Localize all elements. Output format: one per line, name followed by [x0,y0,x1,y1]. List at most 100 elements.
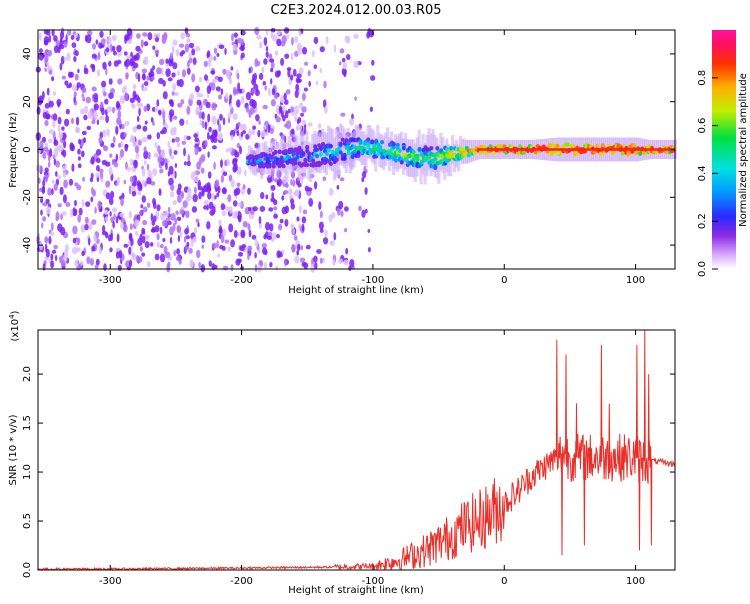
spectrogram-noise-dot [144,120,148,125]
spectrogram-noise-dot [163,245,168,255]
spectrogram-noise-dot [128,185,132,195]
spectrogram-ridge-point [307,151,312,156]
spectrogram-noise-dot [56,98,62,106]
spectrogram-noise-dot [119,148,125,158]
spectrogram-noise-dot [127,166,131,172]
spectrogram-noise-dot [252,206,258,212]
spectrogram-noise-dot [200,264,206,273]
spectrogram-noise-dot [296,216,300,222]
spectrogram-noise-dot [316,249,322,254]
spectrogram-noise-dot [154,49,160,55]
spectrogram-noise-dot [214,180,220,188]
spectrogram-noise-dot [301,46,308,55]
spectrogram-noise-dot [64,80,69,86]
spectrogram-noise-dot [234,210,239,218]
spectrogram-noise-dot [242,184,246,190]
spectrogram-noise-dot [252,73,255,82]
spectrogram-noise-dot [73,91,77,98]
spectrogram-ridge-halo [285,148,289,182]
spectrogram-noise-dot [74,259,79,268]
spectrogram-noise-dot [120,198,124,207]
spectrogram-noise-dot [68,82,72,88]
spectrogram-noise-dot [88,110,93,120]
spectrogram-noise-dot [370,75,376,81]
spectrogram-noise-dot [170,184,175,191]
spectrogram-noise-dot [341,57,346,63]
spectrogram-noise-dot [251,88,257,94]
spectrogram-noise-dot [41,136,47,143]
spectrogram-noise-dot [323,80,327,89]
spectrogram-noise-dot [159,253,166,263]
spectrogram-noise-dot [218,219,222,226]
spectrogram-noise-dot [322,99,327,109]
spectrogram-noise-dot [103,91,107,97]
spectrogram-noise-dot [48,100,54,108]
spectrogram-noise-dot [83,67,89,75]
spectrogram-ridge-point [380,140,385,145]
spectrogram-noise-dot [154,225,160,233]
spectrogram-noise-dot [169,99,174,107]
spectrogram-noise-dot [213,161,216,170]
spectrogram-noise-dot [116,233,120,243]
spectrogram-noise-dot [205,186,212,193]
spectrogram-noise-dot [290,179,293,186]
spectrogram-noise-dot [116,45,122,53]
spectrogram-noise-dot [224,159,228,167]
spectrogram-noise-dot [240,131,244,137]
spectrogram-noise-dot [319,228,324,233]
spectrogram-noise-dot [74,50,79,57]
spectrogram-noise-dot [220,174,224,183]
spectrogram-noise-dot [112,136,116,144]
spectrogram-noise-dot [287,68,291,78]
spectrogram-noise-dot [268,53,273,60]
spectrogram-noise-dot [220,159,223,168]
spectrogram-noise-dot [261,66,265,74]
spectrogram-noise-dot [248,128,252,137]
spectrogram-noise-dot [295,125,299,131]
spectrogram-noise-dot [65,202,71,207]
x-tick-label: -300 [99,275,122,286]
spectrogram-noise-dot [110,142,115,148]
spectrogram-noise-dot [153,215,157,222]
spectrogram-noise-dot [80,260,84,266]
spectrogram-noise-dot [125,58,131,67]
spectrogram-noise-dot [139,246,143,252]
spectrogram-ridge-point [449,146,454,151]
spectrogram-noise-dot [244,169,247,177]
spectrogram-noise-dot [240,229,246,239]
y-tick-label: -20 [22,189,33,205]
spectrogram-noise-dot [174,163,178,168]
spectrogram-noise-dot [331,212,336,219]
spectrogram-noise-dot [67,71,73,78]
spectrogram-noise-dot [129,233,132,240]
spectrogram-noise-dot [128,246,132,255]
spectrogram-noise-dot [132,125,138,133]
spectrogram-noise-dot [160,149,166,158]
y-tick-label: 0 [22,146,33,152]
spectrogram-noise-dot [140,39,144,48]
spectrogram-noise-dot [53,183,58,191]
spectrogram-noise-dot [156,241,160,248]
spectrogram-noise-dot [227,194,232,203]
spectrogram-noise-dot [137,190,142,196]
spectrogram-noise-dot [271,237,275,243]
spectrogram-noise-dot [195,46,201,52]
spectrogram-noise-dot [46,206,51,215]
y-tick-label: 40 [22,48,33,61]
spectrogram-noise-dot [284,53,290,59]
spectrogram-noise-dot [232,165,237,173]
spectrogram-noise-dot [78,138,82,145]
spectrogram-noise-dot [250,129,256,135]
spectrogram-noise-dot [288,188,293,196]
spectrogram-noise-dot [121,192,125,200]
spectrogram-noise-dot [75,116,80,126]
spectrogram-noise-dot [50,253,54,261]
spectrogram-noise-dot [136,124,142,130]
spectrogram-noise-dot [245,106,250,113]
x-tick-label: -100 [362,275,385,286]
spectrogram-noise-dot [218,228,223,234]
spectrogram-noise-dot [152,45,156,50]
spectrogram-ridge-point [324,151,329,156]
spectrogram-noise-dot [261,243,267,249]
